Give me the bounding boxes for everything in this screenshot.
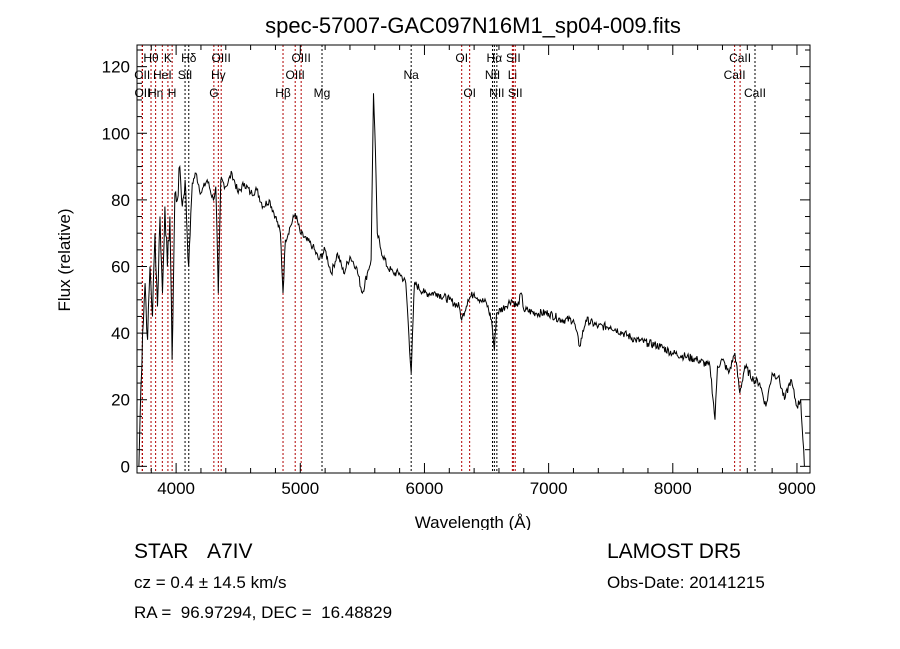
y-tick-label: 20: [111, 391, 130, 410]
y-tick-label: 40: [111, 324, 130, 343]
x-tick-label: 4000: [157, 479, 195, 498]
ra-dec-text: RA = 96.97294, DEC = 16.48829: [134, 603, 393, 622]
spectral-line-label: CaII: [729, 51, 751, 65]
spectral-line-label: SII: [178, 68, 193, 82]
obs-date: Obs-Date: 20141215: [607, 573, 765, 592]
spectral-line-label: K: [164, 51, 172, 65]
spectral-line-label: NII: [489, 86, 504, 100]
spectral-line-label: OIII: [286, 68, 305, 82]
spectrum-chart: spec-57007-GAC097N16M1_sp04-009.fits Wav…: [55, 13, 816, 530]
spectral-line-label: Na: [403, 68, 419, 82]
spectral-line-label: Hη: [148, 86, 163, 100]
x-tick-label: 6000: [406, 479, 444, 498]
spectral-line-label: G: [209, 86, 218, 100]
spectral-line-label: Hα: [487, 51, 503, 65]
spectral-line-label: SII: [508, 86, 523, 100]
spectral-line-label: SII: [506, 51, 521, 65]
spectral-line-label: OI: [455, 51, 468, 65]
x-tick-label: 7000: [530, 479, 568, 498]
object-subclass: A7IV: [207, 540, 253, 563]
spectral-line-label: H: [168, 86, 177, 100]
y-tick-label: 60: [111, 257, 130, 276]
spectral-line-label: Hβ: [275, 86, 291, 100]
y-axis-label: Flux (relative): [55, 209, 74, 312]
spectral-line-label: OI: [463, 86, 476, 100]
y-tick-label: 80: [111, 191, 130, 210]
x-tick-label: 8000: [654, 479, 692, 498]
spectral-line-label: Li: [508, 68, 517, 82]
spectral-line-label: CaII: [744, 86, 766, 100]
spectral-line-label: HeI: [153, 68, 172, 82]
spectral-line-label: NII: [485, 68, 500, 82]
chart-title: spec-57007-GAC097N16M1_sp04-009.fits: [265, 13, 681, 38]
spectral-line-label: OIII: [212, 51, 231, 65]
y-tick-label: 100: [102, 124, 130, 143]
y-tick-label: 0: [121, 457, 130, 476]
spectral-line-label: OII: [134, 86, 150, 100]
x-tick-label: 9000: [778, 479, 816, 498]
spectral-line-label: CaII: [724, 68, 746, 82]
x-tick-label: 5000: [281, 479, 319, 498]
spectral-line-label: Mg: [314, 86, 331, 100]
redshift-text: cz = 0.4 ± 14.5 km/s: [134, 573, 287, 592]
spectral-line-label: Hγ: [211, 68, 226, 82]
spectral-line-label: Hδ: [181, 51, 197, 65]
spectral-line-label: OIII: [291, 51, 310, 65]
spectrum-line: [138, 93, 805, 467]
x-axis-label: Wavelength (Å): [415, 513, 532, 530]
y-tick-label: 120: [102, 58, 130, 77]
survey-label: LAMOST DR5: [607, 540, 741, 563]
object-class: STAR: [134, 540, 189, 563]
spectral-line-label: Hθ: [143, 51, 159, 65]
plot-frame: [136, 44, 811, 474]
